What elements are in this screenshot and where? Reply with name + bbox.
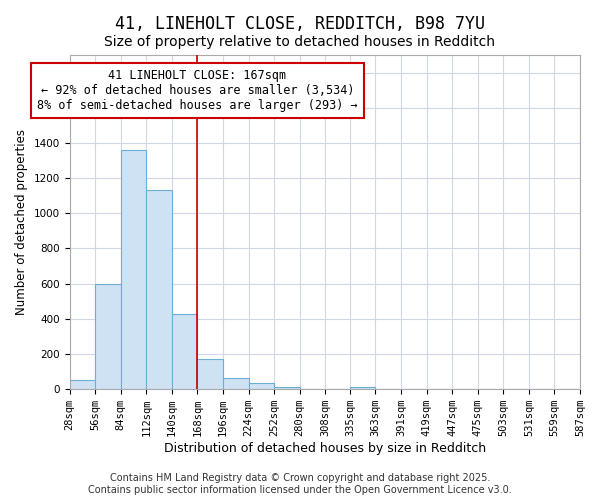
X-axis label: Distribution of detached houses by size in Redditch: Distribution of detached houses by size …	[164, 442, 486, 455]
Bar	[95, 284, 121, 389]
Bar	[197, 360, 223, 389]
Bar	[70, 380, 95, 389]
Bar	[121, 150, 146, 389]
Text: Contains HM Land Registry data © Crown copyright and database right 2025.
Contai: Contains HM Land Registry data © Crown c…	[88, 474, 512, 495]
Text: 41 LINEHOLT CLOSE: 167sqm
← 92% of detached houses are smaller (3,534)
8% of sem: 41 LINEHOLT CLOSE: 167sqm ← 92% of detac…	[37, 69, 358, 112]
Bar	[274, 388, 299, 389]
Bar	[223, 378, 248, 389]
Bar	[248, 383, 274, 389]
Bar	[172, 314, 197, 389]
Bar	[146, 190, 172, 389]
Bar	[350, 386, 376, 389]
Y-axis label: Number of detached properties: Number of detached properties	[15, 129, 28, 315]
Text: 41, LINEHOLT CLOSE, REDDITCH, B98 7YU: 41, LINEHOLT CLOSE, REDDITCH, B98 7YU	[115, 15, 485, 33]
Text: Size of property relative to detached houses in Redditch: Size of property relative to detached ho…	[104, 35, 496, 49]
